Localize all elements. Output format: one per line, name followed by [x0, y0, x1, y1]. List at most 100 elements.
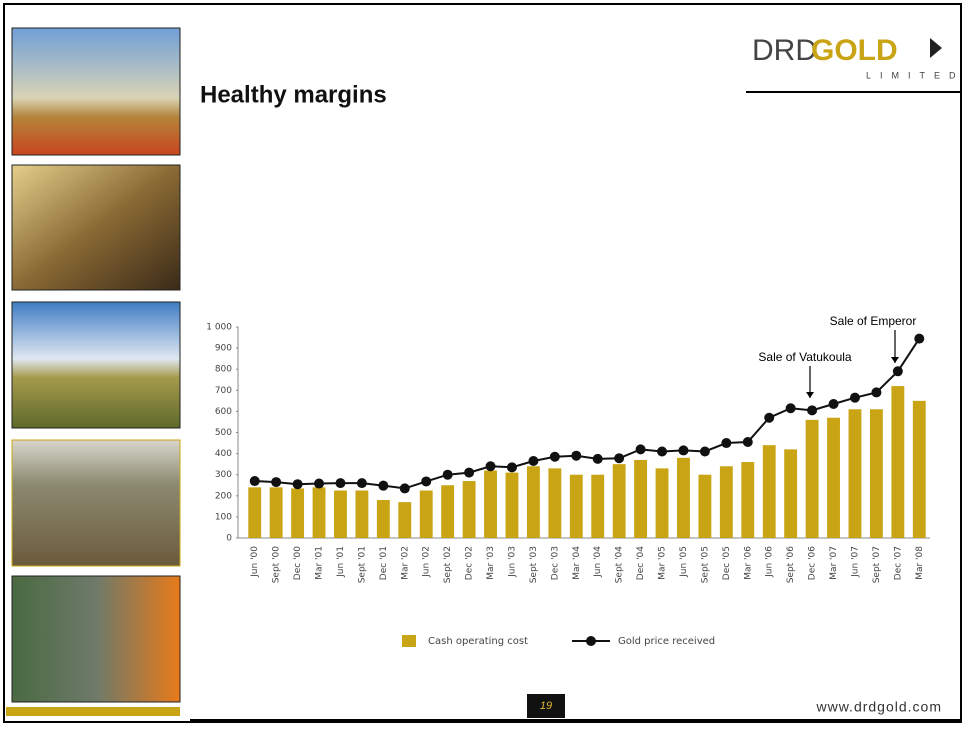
bar: [569, 474, 583, 538]
bar: [462, 481, 476, 538]
line-point: [335, 478, 346, 489]
line-point: [828, 399, 839, 410]
y-tick-label: 200: [215, 491, 232, 501]
x-tick-label: Sept '00: [272, 546, 282, 584]
x-tick-label: Jun '06: [765, 546, 775, 578]
x-tick-label: Jun '07: [850, 546, 860, 578]
x-tick-label: Mar '05: [658, 546, 668, 580]
x-tick-label: Sept '07: [872, 546, 882, 583]
x-tick-label: Dec '07: [893, 546, 903, 580]
x-tick-label: Sept '04: [615, 546, 625, 584]
bar: [869, 409, 883, 538]
bar: [355, 490, 369, 538]
bar: [484, 470, 497, 538]
x-tick-label: Sept '06: [786, 546, 796, 584]
x-tick-label: Dec '04: [636, 546, 646, 580]
x-tick-label: Mar '06: [743, 546, 753, 580]
y-tick-label: 400: [215, 449, 232, 459]
y-tick-label: 500: [215, 428, 232, 438]
x-tick-label: Mar '04: [572, 546, 582, 580]
line-point: [528, 455, 539, 466]
bar: [634, 459, 648, 538]
annotation: Sale of Emperor: [830, 314, 917, 328]
line-point: [464, 467, 475, 478]
bar: [848, 409, 862, 538]
page-box: [527, 694, 565, 718]
line-point: [421, 476, 432, 487]
x-tick-label: Mar '03: [486, 546, 496, 580]
logo-drd: DRD: [752, 34, 817, 67]
url: www.drdgold.com: [816, 699, 943, 715]
line-point: [399, 483, 410, 494]
bar: [291, 488, 305, 538]
annotation-arrowhead: [806, 392, 814, 398]
bar: [719, 466, 733, 538]
x-tick-label: Mar '02: [400, 546, 410, 580]
bar: [334, 490, 347, 538]
x-tick-label: Jun '00: [250, 546, 260, 578]
bar: [248, 487, 262, 538]
line-point: [871, 387, 882, 398]
line-point: [721, 438, 732, 449]
annotation-arrowhead: [891, 357, 899, 363]
x-tick-label: Jun '05: [679, 546, 689, 578]
bar: [591, 474, 605, 538]
x-tick-label: Dec '02: [465, 546, 475, 580]
x-tick-label: Jun '01: [336, 546, 346, 578]
legend-label: Gold price received: [618, 636, 715, 647]
line-point: [442, 469, 453, 480]
line-point: [849, 392, 860, 403]
x-tick-label: Jun '04: [593, 546, 603, 578]
line-point: [657, 446, 668, 457]
line-point: [635, 444, 646, 455]
y-tick-label: 100: [215, 512, 232, 522]
bar: [655, 468, 669, 538]
x-tick-label: Mar '01: [315, 546, 325, 580]
bar: [698, 474, 712, 538]
gold-strip: [6, 707, 180, 716]
line-point: [699, 446, 710, 457]
y-tick-label: 0: [226, 534, 232, 544]
line-point: [807, 405, 818, 416]
y-tick-label: 800: [215, 365, 232, 375]
bar: [505, 472, 519, 538]
bar: [762, 445, 776, 538]
x-tick-label: Jun '02: [422, 546, 432, 578]
line-point: [742, 436, 753, 447]
bar: [891, 386, 905, 538]
bar: [741, 462, 755, 538]
slide-frame: [3, 3, 962, 723]
legend-swatch: [402, 635, 416, 647]
photo: [11, 439, 181, 567]
x-tick-label: Sept '02: [443, 546, 453, 583]
line-point: [271, 477, 282, 488]
bar: [269, 487, 283, 538]
bar: [827, 417, 840, 538]
x-tick-label: Dec '00: [293, 546, 303, 580]
x-tick-label: Jun '03: [507, 546, 517, 578]
bar: [312, 487, 326, 538]
line-point: [914, 333, 925, 344]
line-point: [678, 445, 689, 456]
line-point: [764, 412, 775, 423]
y-tick-label: 700: [215, 386, 232, 396]
line-point: [592, 453, 603, 464]
bar: [441, 485, 455, 538]
x-tick-label: Dec '05: [722, 546, 732, 580]
x-tick-label: Mar '07: [829, 546, 839, 580]
x-tick-label: Mar '08: [915, 546, 925, 580]
line-point: [892, 366, 903, 377]
bar: [784, 449, 798, 538]
x-tick-label: Sept '05: [700, 546, 710, 583]
line-point: [292, 479, 303, 490]
photo: [11, 164, 181, 291]
line-point: [249, 476, 260, 487]
legend-label: Cash operating cost: [428, 636, 528, 647]
line-point: [314, 478, 325, 489]
slide-title: Healthy margins: [200, 81, 387, 108]
page-number: 19: [540, 700, 552, 712]
line-point: [485, 461, 496, 472]
annotation: Sale of Vatukoula: [758, 350, 852, 364]
logo-gold: GOLD: [811, 34, 898, 67]
